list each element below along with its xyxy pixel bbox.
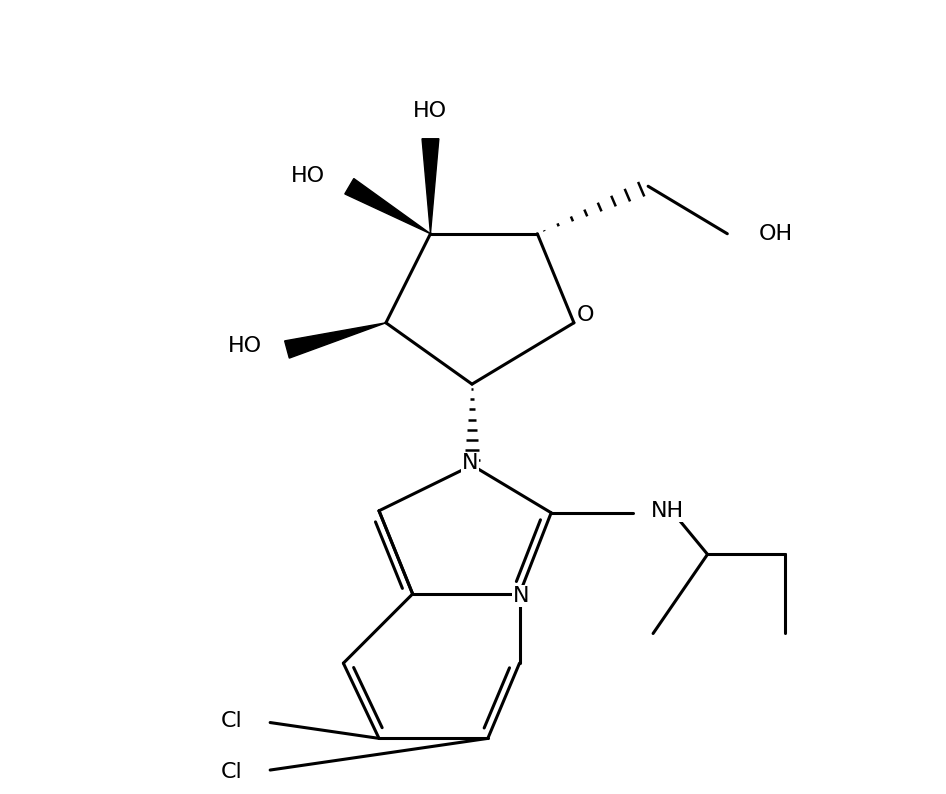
Text: HO: HO [412, 101, 447, 121]
Text: OH: OH [759, 224, 793, 244]
Text: NH: NH [651, 501, 684, 521]
Polygon shape [344, 179, 430, 233]
Text: Cl: Cl [220, 762, 242, 782]
Text: N: N [462, 453, 479, 473]
Text: HO: HO [290, 166, 324, 187]
Polygon shape [422, 139, 439, 233]
Text: O: O [577, 305, 594, 325]
Polygon shape [285, 323, 386, 358]
Text: Cl: Cl [220, 711, 242, 730]
Text: HO: HO [228, 336, 262, 356]
Text: N: N [514, 586, 530, 606]
